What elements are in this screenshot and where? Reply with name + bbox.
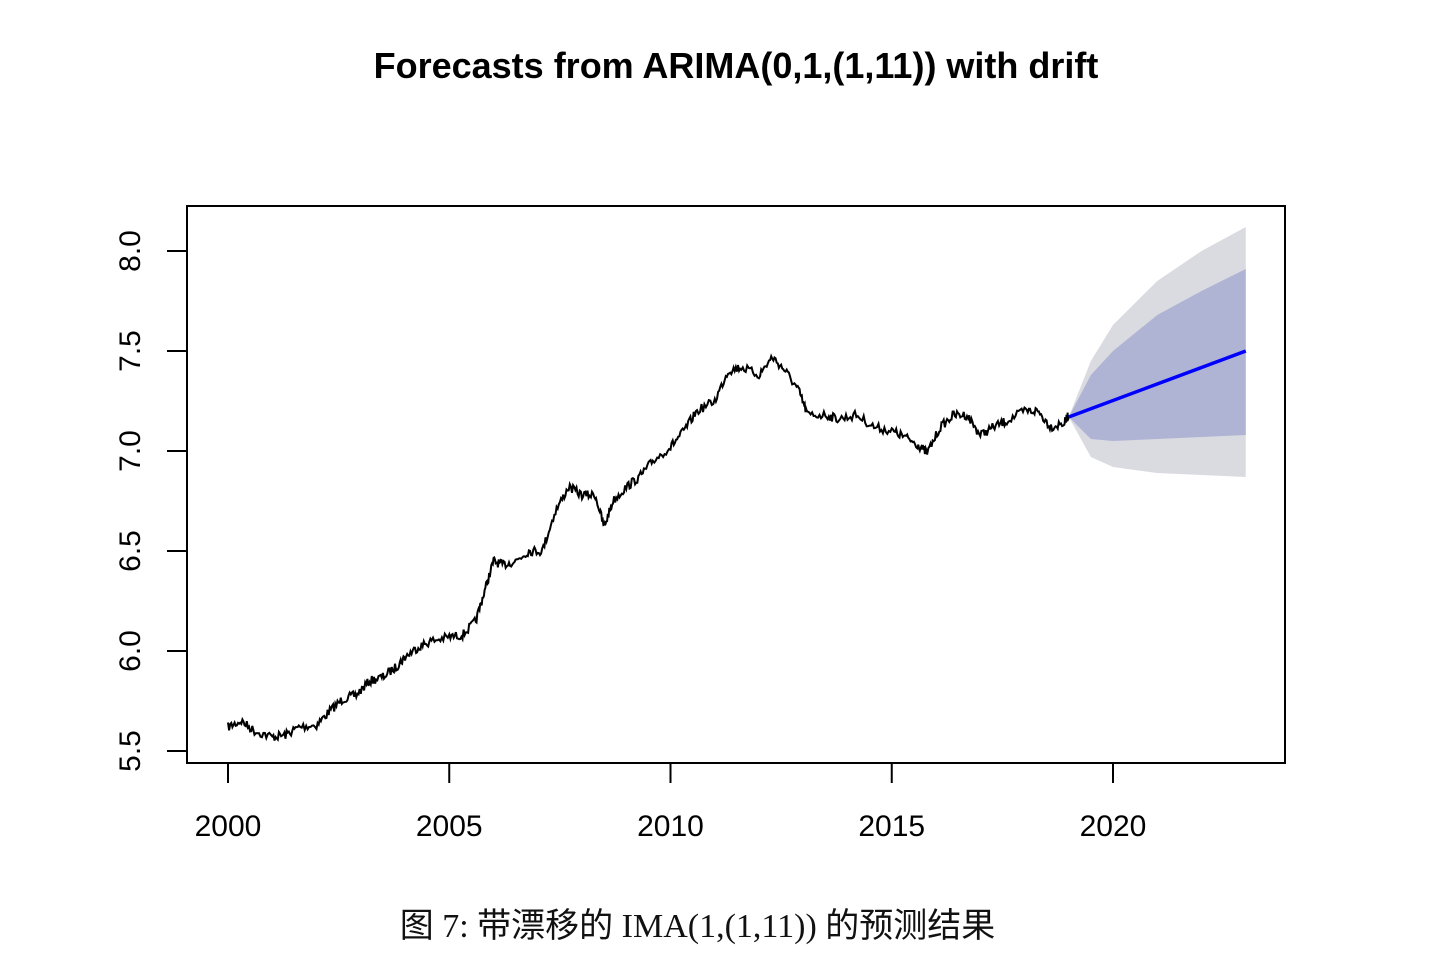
x-tick-label: 2005 <box>416 810 483 843</box>
y-tick-label: 6.0 <box>114 630 147 672</box>
figure-caption: 图 7: 带漂移的 IMA(1,(1,11)) 的预测结果 <box>399 908 996 945</box>
forecast-line <box>1068 349 1247 419</box>
x-tick-label: 2000 <box>195 810 262 843</box>
prediction-interval-80 <box>1068 269 1246 441</box>
plot-frame <box>186 205 1286 764</box>
x-tick-label: 2010 <box>637 810 704 843</box>
chart-title: Forecasts from ARIMA(0,1,(1,11)) with dr… <box>374 45 1099 86</box>
y-tick-label: 7.5 <box>114 330 147 372</box>
y-tick-label: 7.0 <box>114 430 147 472</box>
historical-series-line <box>227 353 1070 742</box>
y-tick-label: 6.5 <box>114 530 147 572</box>
x-tick-label: 2020 <box>1080 810 1147 843</box>
x-tick-label: 2015 <box>858 810 925 843</box>
y-tick-label: 8.0 <box>114 230 147 272</box>
y-tick-label: 5.5 <box>114 730 147 772</box>
